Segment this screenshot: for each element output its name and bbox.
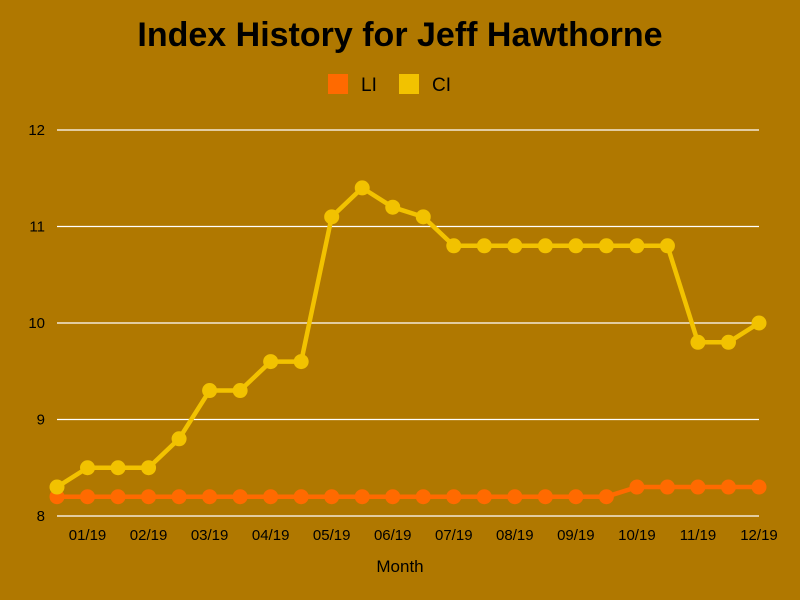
legend-swatch-li [328,74,348,94]
data-point-ci [507,238,523,254]
x-tick-label: 04/19 [252,527,290,544]
y-axis-ticks: 8 9 10 11 12 [28,122,45,525]
y-tick-label: 10 [28,315,45,332]
x-tick-label: 05/19 [313,527,351,544]
data-point-li [598,489,614,505]
series-line-li [54,484,762,499]
y-tick-label: 11 [29,219,45,236]
data-point-ci [263,354,279,370]
x-axis-ticks: 01/19 02/19 03/19 04/19 05/19 06/19 07/19 08/19… [69,527,778,544]
y-tick-label: 8 [37,508,45,525]
x-tick-label: 06/19 [374,527,412,544]
data-point-li [202,489,218,505]
data-point-li [690,479,706,495]
grid-lines [57,129,759,517]
data-point-li [507,489,523,505]
data-point-li [232,489,248,505]
data-point-ci [110,460,126,476]
data-point-li [476,489,492,505]
data-point-li [263,489,279,505]
data-point-li [720,479,736,495]
series-group [49,180,767,505]
x-tick-label: 11/19 [680,527,716,544]
x-tick-label: 02/19 [130,527,168,544]
data-point-li [324,489,340,505]
data-point-ci [171,431,187,447]
data-point-ci [446,238,462,254]
data-point-li [629,479,645,495]
data-point-li [293,489,309,505]
data-point-ci [141,460,157,476]
data-point-li [446,489,462,505]
data-point-ci [385,199,401,215]
data-point-ci [751,315,767,331]
data-point-ci [80,460,96,476]
x-tick-label: 03/19 [191,527,229,544]
data-point-ci [293,354,309,370]
data-point-ci [720,334,736,350]
data-point-ci [629,238,645,254]
data-point-li [171,489,187,505]
data-point-li [80,489,96,505]
x-tick-label: 07/19 [435,527,473,544]
data-point-ci [568,238,584,254]
x-tick-label: 10/19 [618,527,656,544]
data-point-ci [690,334,706,350]
legend-label-ci: CI [432,75,451,96]
series-line-ci [54,185,762,490]
x-tick-label: 01/19 [69,527,107,544]
data-point-li [415,489,431,505]
data-point-ci [476,238,492,254]
data-point-li [354,489,370,505]
data-point-ci [202,383,218,399]
data-point-li [385,489,401,505]
legend-swatch-ci [399,74,419,94]
data-point-ci [415,209,431,225]
data-point-ci [537,238,553,254]
legend-label-li: LI [361,75,377,96]
data-point-li [110,489,126,505]
x-axis-title: Month [376,557,423,576]
data-point-li [751,479,767,495]
x-tick-label: 08/19 [496,527,534,544]
data-point-li [537,489,553,505]
data-point-ci [232,383,248,399]
data-point-li [568,489,584,505]
data-point-li [141,489,157,505]
data-point-ci [324,209,340,225]
data-point-ci [659,238,675,254]
y-tick-label: 9 [37,412,45,429]
data-point-ci [49,479,65,495]
legend: LI CI [328,74,451,96]
data-point-ci [598,238,614,254]
x-tick-label: 09/19 [557,527,595,544]
data-point-ci [354,180,370,196]
x-tick-label: 12/19 [740,527,778,544]
data-point-li [659,479,675,495]
y-tick-label: 12 [28,122,45,139]
chart-title: Index History for Jeff Hawthorne [137,16,662,54]
